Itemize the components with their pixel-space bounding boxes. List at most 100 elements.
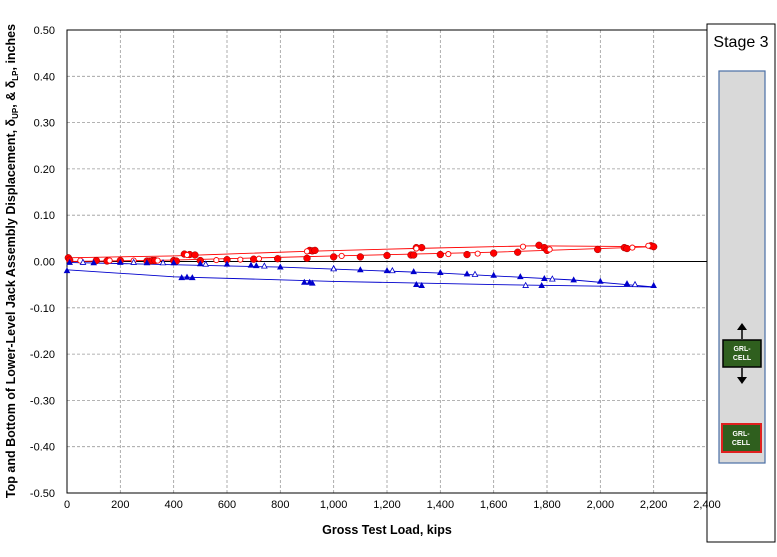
- x-tick-label: 1,000: [320, 499, 348, 511]
- data-point: [197, 260, 204, 267]
- data-point: [202, 260, 210, 267]
- data-point: [106, 257, 113, 264]
- data-point: [388, 266, 396, 274]
- x-tick-label: 1,200: [373, 499, 401, 511]
- x-tick-label: 200: [111, 499, 129, 511]
- data-point: [519, 243, 527, 250]
- y-tick-label: 0.40: [34, 71, 55, 83]
- y-tick-label: -0.40: [30, 442, 55, 454]
- y-tick-label: 0.10: [34, 210, 55, 222]
- data-point: [548, 275, 556, 282]
- x-tick-label: 800: [271, 499, 289, 511]
- x-tick-label: 0: [64, 499, 70, 511]
- data-point: [594, 245, 602, 254]
- data-point: [170, 259, 177, 266]
- x-tick-label: 1,600: [480, 499, 508, 511]
- data-point: [191, 251, 199, 259]
- up-arrow-icon: [737, 323, 747, 339]
- data-point: [413, 245, 420, 252]
- data-point: [178, 274, 185, 281]
- data-point: [463, 270, 471, 277]
- data-point: [311, 246, 319, 255]
- data-point: [623, 280, 631, 287]
- data-point: [471, 270, 479, 277]
- data-point: [631, 280, 639, 288]
- data-point: [645, 242, 652, 249]
- data-point: [623, 244, 631, 253]
- data-point: [213, 257, 220, 264]
- data-point: [338, 252, 345, 259]
- data-point: [309, 279, 316, 286]
- data-point: [66, 258, 73, 265]
- data-point: [260, 262, 268, 269]
- trend-line-1: [66, 245, 654, 259]
- data-point: [514, 248, 522, 256]
- data-point: [277, 263, 284, 270]
- y-tick-label: -0.50: [30, 488, 55, 500]
- x-axis-title: Gross Test Load, kips: [322, 523, 452, 537]
- data-point: [255, 255, 263, 262]
- upper-grl-cell: GRL- CELL: [722, 339, 762, 368]
- data-point: [237, 256, 244, 263]
- x-tick-label: 1,400: [427, 499, 455, 511]
- data-point: [546, 246, 553, 253]
- data-point: [330, 253, 338, 261]
- data-point: [436, 250, 444, 259]
- x-tick-label: 2,200: [640, 499, 668, 511]
- y-tick-label: -0.30: [30, 395, 55, 407]
- data-point: [301, 278, 308, 285]
- data-point: [570, 276, 577, 283]
- lower-grl-cell: GRL- CELL: [721, 423, 762, 453]
- data-point: [541, 275, 548, 282]
- data-point: [274, 255, 282, 263]
- data-point: [538, 281, 545, 288]
- x-tick-label: 1,800: [533, 499, 561, 511]
- data-point: [130, 258, 138, 265]
- stage-panel: Stage 3 GRL- CELL GRL- CELL: [706, 23, 776, 543]
- data-point: [490, 249, 498, 257]
- jack-assembly-body: [718, 70, 766, 464]
- data-point: [253, 262, 260, 269]
- data-point: [463, 250, 471, 259]
- data-point: [383, 267, 391, 274]
- data-point: [183, 273, 191, 280]
- data-point: [418, 281, 425, 288]
- lower-cell-label-line2: CELL: [732, 440, 751, 447]
- data-point: [63, 267, 71, 274]
- data-point: [517, 273, 524, 280]
- data-point: [79, 258, 87, 265]
- data-point: [154, 257, 161, 264]
- data-point: [410, 268, 417, 275]
- data-point: [437, 269, 444, 276]
- data-point: [357, 266, 364, 273]
- x-tick-label: 600: [218, 499, 236, 511]
- y-tick-label: -0.20: [30, 349, 55, 361]
- data-point: [445, 251, 452, 258]
- data-point: [383, 251, 391, 260]
- data-point: [330, 265, 338, 272]
- data-point: [223, 260, 231, 267]
- trend-line-3: [66, 261, 654, 288]
- y-tick-label: 0.30: [34, 118, 55, 130]
- data-point: [597, 277, 604, 284]
- data-point: [474, 250, 481, 257]
- data-points: [63, 241, 658, 288]
- data-point: [143, 259, 151, 266]
- data-point: [650, 243, 658, 251]
- x-tick-labels: 0 200 400 600 800 1,000 1,200 1,400 1,600 1,800 2,…: [64, 499, 721, 511]
- data-point: [490, 271, 497, 278]
- y-tick-label: 0.20: [34, 164, 55, 176]
- data-point: [303, 254, 311, 262]
- y-tick-label: 0.50: [34, 25, 55, 37]
- y-axis-title: Top and Bottom of Lower-Level Jack Assem…: [4, 24, 20, 498]
- upper-cell-label-line1: GRL-: [733, 346, 751, 353]
- data-point: [356, 253, 364, 261]
- data-point: [650, 281, 657, 288]
- x-tick-label: 400: [164, 499, 182, 511]
- data-point: [522, 281, 530, 288]
- stage-title: Stage 3: [713, 34, 768, 51]
- x-tick-label: 2,000: [587, 499, 615, 511]
- data-point: [90, 259, 97, 266]
- trend-line-2: [66, 269, 654, 288]
- down-arrow-icon: [737, 368, 747, 384]
